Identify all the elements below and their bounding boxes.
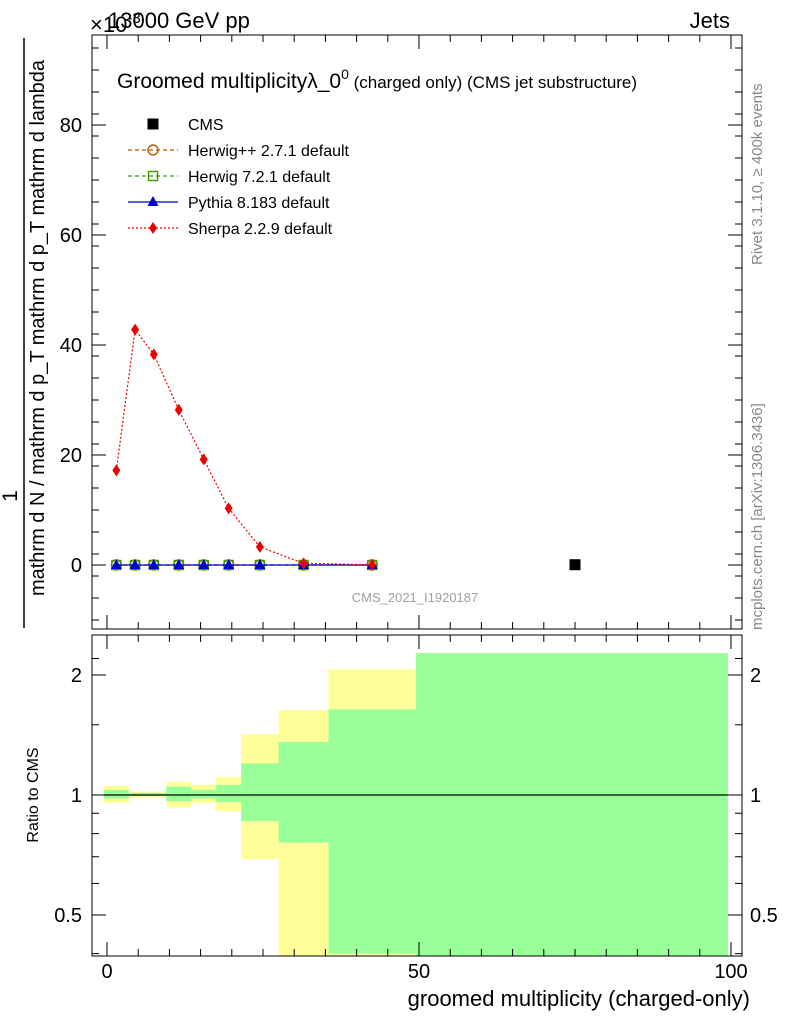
ratio-y-tick-label: 0.5 [54,905,82,927]
series-cms [569,559,581,571]
x-tick-label: 100 [714,961,747,983]
marker-diamond [299,557,308,570]
rivet-label: Rivet 3.1.10, ≥ 400k events [749,83,766,265]
marker-diamond [149,222,157,234]
y-label-prefix-num: 1 [0,490,22,502]
legend-label: Herwig 7.2.1 default [188,169,331,186]
ratio-y-tick-label: 2 [71,665,82,687]
y-axis-label: 1 mathrm d N / mathrm d p_T mathrm d p_T… [0,38,49,628]
ratio-y-tick-label-right: 0.5 [750,905,778,927]
marker-open-circle [147,144,159,156]
ratio-band-green [241,763,279,822]
marker-triangle [173,559,185,569]
y-label-denominator: mathrm d N / mathrm d p_T mathrm d p_T m… [27,59,49,596]
legend-label: CMS [188,117,224,134]
main-y-tick-label: 80 [60,115,82,137]
marker-open-square [147,170,159,182]
main-frame [91,34,743,630]
legend-label: Sherpa 2.2.9 default [188,221,333,238]
ratio-band-green [103,789,129,799]
marker-triangle [148,559,160,569]
ratio-y-label: Ratio to CMS [25,747,42,842]
marker-diamond [224,502,233,515]
legend-item: CMS [147,117,224,134]
marker-diamond [149,348,158,361]
main-y-tick-label: 60 [60,225,82,247]
mcplots-label: mcplots.cern.ch [arXiv:1306.3436] [749,403,766,630]
marker-triangle [129,559,141,569]
marker-triangle [147,196,159,206]
ratio-panel: 0.5 0.5 1 1 2 2 0 50 100 [54,634,778,983]
x-axis-label: groomed multiplicity (charged-only) [408,986,750,1011]
marker-triangle [110,559,122,569]
ratio-y-tick-label-right: 2 [750,665,761,687]
marker-triangle [198,559,210,569]
legend-item: Sherpa 2.2.9 default [128,221,333,238]
exponent-label: ×10-3 [90,10,141,37]
x-tick-label: 50 [408,961,430,983]
energy-label: 13000 GeV pp [108,8,250,33]
legend-label: Pythia 8.183 default [188,195,330,212]
ratio-band-green [278,741,329,843]
legend-item: Herwig++ 2.7.1 default [128,143,350,160]
main-y-tick-label: 0 [71,555,82,577]
ratio-band-green [166,786,192,802]
marker-diamond [199,453,208,466]
ratio-band-green [216,784,242,803]
legend-item: Herwig 7.2.1 default [128,169,331,186]
series-line [115,328,373,566]
marker-diamond [112,464,121,477]
marker-diamond [131,323,140,336]
series-sherpa-2-2-9-default [112,323,377,571]
plot-title: Groomed multiplicityλ_00 (charged only) … [117,66,637,93]
x-tick-label: 0 [101,961,112,983]
main-y-tick-label: 40 [60,335,82,357]
analysis-watermark: CMS_2021_I1920187 [352,590,479,605]
ratio-band-green [191,789,217,799]
marker-square [147,118,159,130]
marker-diamond [255,540,264,553]
marker-diamond [174,403,183,416]
ratio-y-tick-label-right: 1 [750,785,761,807]
ratio-band-green [328,709,416,954]
main-y-tick-label: 20 [60,445,82,467]
legend-item: Pythia 8.183 default [128,195,330,212]
category-label: Jets [690,8,730,33]
marker-triangle [254,559,266,569]
marker-square [569,559,581,571]
main-panel: 0 20 40 60 80 [60,34,743,630]
ratio-band-green [415,653,728,956]
legend: CMS Herwig++ 2.7.1 default Herwig 7.2.1 de… [128,117,350,238]
ratio-y-tick-label: 1 [71,785,82,807]
marker-diamond [368,558,377,571]
legend-label: Herwig++ 2.7.1 default [188,143,350,160]
marker-triangle [223,559,235,569]
